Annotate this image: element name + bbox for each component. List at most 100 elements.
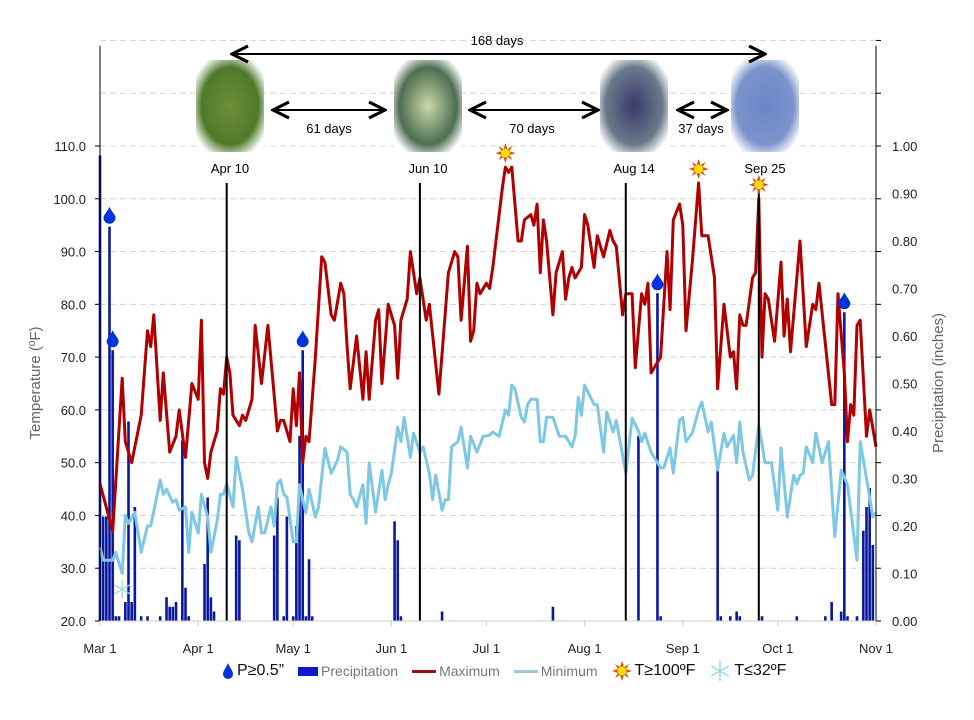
precipitation-bar — [101, 516, 105, 621]
precipitation-bar — [440, 611, 444, 621]
sun-icon — [611, 661, 632, 681]
drop-icon — [296, 330, 309, 348]
precipitation-bar — [735, 611, 738, 621]
y-tick-label: 30.0 — [61, 561, 86, 576]
harvest-photo — [731, 60, 799, 152]
precipitation-bar — [114, 616, 118, 621]
precipitation-bar — [165, 597, 168, 621]
line-swatch — [412, 669, 437, 673]
y2-tick-label: 0.50 — [892, 377, 917, 392]
y-tick-label: 110.0 — [54, 139, 86, 154]
precipitation-bar — [865, 507, 868, 621]
precipitation-bar — [212, 611, 216, 621]
drop-icon — [103, 206, 116, 224]
maximum-temperature-line — [98, 165, 878, 533]
minimum-temperature-line — [98, 383, 878, 575]
precipitation-bar — [187, 616, 190, 621]
sun-icon — [748, 174, 769, 195]
y2-tick-label: 0.40 — [892, 424, 917, 439]
bloom-photo — [394, 60, 462, 152]
precipitation-bar — [551, 606, 555, 621]
x-tick-label: Jul 1 — [473, 641, 500, 656]
snowflake-icon — [711, 661, 730, 681]
y2-tick-label: 0.60 — [892, 329, 917, 344]
interval-label: 61 days — [306, 121, 352, 136]
x-tick-label: Nov 1 — [859, 641, 893, 656]
phase-date-label: Jun 10 — [408, 161, 447, 176]
y2-tick-label: 1.00 — [892, 139, 917, 154]
precipitation-bar — [304, 616, 308, 621]
precipitation-bar — [117, 616, 121, 621]
precipitation-bar — [181, 440, 184, 621]
x-tick-label: Oct 1 — [762, 641, 793, 656]
precipitation-bar — [184, 587, 187, 621]
legend: P≥0.5” Precipitation Maximum Minimum T≥1… — [222, 660, 790, 682]
x-tick-label: Jun 1 — [375, 641, 407, 656]
y2-tick-label: 0.10 — [892, 567, 917, 582]
precipitation-bar — [843, 312, 846, 621]
precipitation-bar — [659, 616, 662, 621]
precipitation-bar — [291, 616, 295, 621]
precipitation-bar — [295, 526, 298, 621]
legend-item-heat: T≥100ºF — [611, 661, 700, 681]
precipitation-bar — [174, 602, 178, 621]
precipitation-bar — [139, 616, 143, 621]
flake-arm — [114, 584, 131, 595]
y-tick-label: 50.0 — [61, 456, 86, 471]
sun-disc — [754, 180, 764, 190]
precipitation-bar — [105, 516, 108, 621]
y-tick-label: 90.0 — [61, 245, 86, 260]
y-tick-label: 70.0 — [61, 350, 86, 365]
total-interval-label: 168 days — [471, 33, 524, 48]
line-swatch — [513, 669, 538, 673]
precipitation-bar — [133, 507, 137, 621]
precipitation-bar — [301, 350, 305, 621]
precipitation-bar — [282, 616, 286, 621]
precipitation-bar — [399, 616, 403, 621]
precipitation-bar — [206, 497, 209, 621]
y2-tick-label: 0.90 — [892, 187, 917, 202]
x-tick-label: Apr 1 — [183, 641, 214, 656]
precipitation-bar — [203, 564, 206, 621]
precipitation-bar — [719, 616, 723, 621]
legend-item-precipitation: Precipitation — [298, 663, 402, 679]
precipitation-bar — [234, 535, 238, 621]
veraison-photo — [600, 60, 668, 152]
y-tick-label: 60.0 — [61, 403, 86, 418]
y-tick-label: 20.0 — [61, 614, 86, 629]
legend-label: Precipitation — [321, 663, 399, 679]
interval-label: 70 days — [509, 121, 555, 136]
drop-icon — [838, 292, 851, 310]
y-tick-label: 100.0 — [53, 192, 86, 207]
phase-date-label: Apr 10 — [211, 161, 249, 176]
precipitation-bar — [760, 616, 764, 621]
precipitation-bar — [130, 602, 133, 621]
precipitation-bar — [839, 611, 843, 621]
precipitation-bar — [111, 350, 114, 621]
y2-tick-label: 0.70 — [892, 282, 917, 297]
precipitation-bar — [238, 540, 241, 621]
precipitation-bar — [716, 469, 719, 621]
interval-label: 37 days — [678, 121, 724, 136]
precipitation-bar — [298, 435, 301, 621]
precipitation-bar — [285, 516, 289, 621]
precipitation-bar — [209, 597, 213, 621]
precipitation-bar — [146, 616, 149, 621]
precipitation-bar — [656, 293, 659, 621]
precipitation-bar — [868, 488, 871, 621]
precipitation-bar — [307, 559, 311, 621]
y2-tick-label: 0.00 — [892, 614, 917, 629]
sun-icon — [688, 158, 709, 179]
precipitation-bar — [738, 616, 742, 621]
y-axis-title: Temperature (ºF) — [27, 326, 44, 439]
y-tick-label: 80.0 — [61, 297, 86, 312]
precipitation-bar — [871, 545, 875, 621]
phase-date-label: Sep 25 — [744, 161, 785, 176]
precipitation-bar — [846, 616, 849, 621]
precipitation-bar — [124, 602, 127, 621]
legend-label: Minimum — [540, 663, 598, 679]
legend-item-frost: T≤32ºF — [709, 660, 790, 682]
x-tick-label: Sep 1 — [666, 641, 700, 656]
precipitation-bar — [168, 606, 171, 621]
